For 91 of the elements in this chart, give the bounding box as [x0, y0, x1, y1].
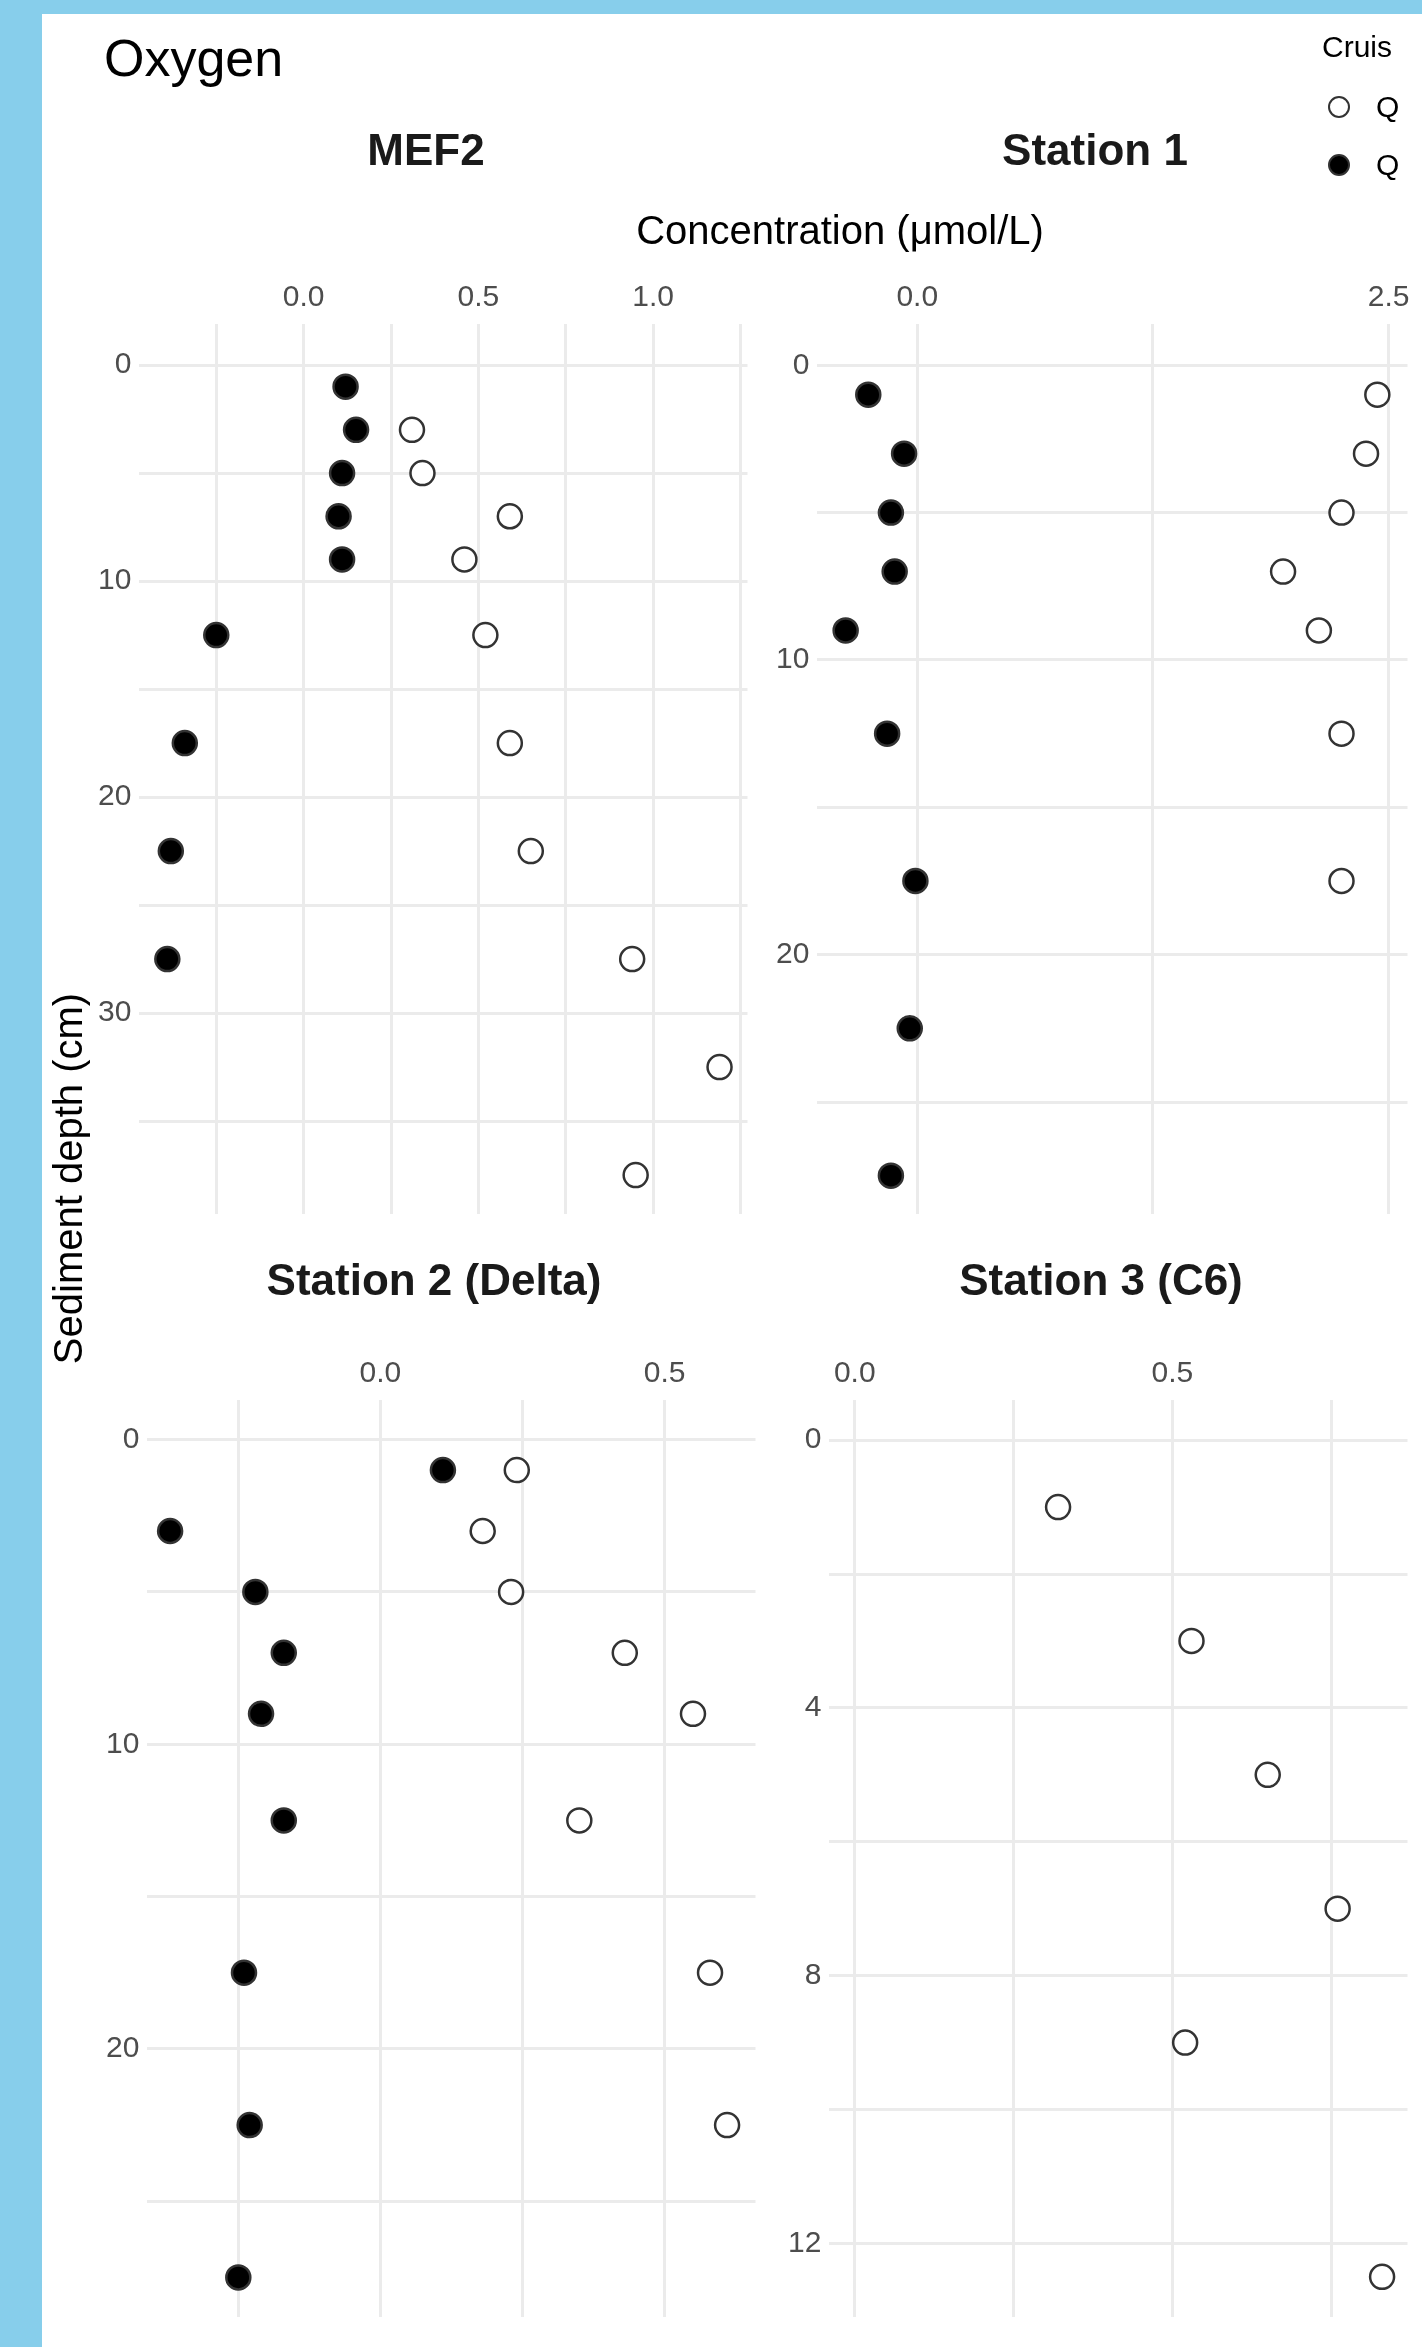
point [247, 1700, 275, 1728]
point [896, 1015, 923, 1042]
point [855, 381, 882, 408]
y-tick-label: 30 [97, 994, 132, 1028]
point [503, 1456, 531, 1484]
chart-title: Oxygen [104, 28, 284, 88]
point [342, 416, 370, 444]
chart-subtitle: Station 2 (Delta) [265, 1255, 603, 1305]
chart-subtitle: Station 1 [1002, 125, 1188, 174]
x-tick-label: 0.0 [359, 1355, 402, 1389]
y-tick-label: 0 [804, 1421, 822, 1455]
point [832, 617, 859, 644]
point [1171, 2029, 1199, 2056]
point [328, 459, 356, 487]
point [611, 1639, 639, 1667]
point [1368, 2263, 1396, 2291]
point [622, 1161, 649, 1189]
point [566, 1807, 593, 1834]
point [881, 558, 908, 585]
point [1178, 1627, 1205, 1655]
y-tick-label: 10 [105, 1725, 140, 1759]
x-tick-label: 0.5 [457, 279, 500, 313]
point [156, 1517, 184, 1545]
chart-subtitle: MEF2 [366, 125, 486, 175]
y-tick-label: 0 [114, 346, 132, 380]
point [328, 546, 356, 573]
point [873, 720, 901, 747]
point [203, 621, 230, 649]
x-tick-label: 0.5 [1151, 1355, 1194, 1389]
point [1269, 558, 1297, 585]
point [877, 499, 905, 526]
point [618, 945, 646, 973]
point [706, 1053, 733, 1081]
point [171, 729, 199, 757]
y-tick-label: 12 [787, 2224, 822, 2258]
point [517, 837, 545, 865]
y-tick-label: 4 [804, 1689, 822, 1723]
legend-label: Q [1376, 90, 1400, 124]
point [890, 440, 918, 467]
y-tick-label: 20 [97, 778, 132, 812]
legend-label: Q [1376, 148, 1400, 182]
y-axis-title: Sediment depth (cm) [45, 991, 91, 1367]
point [1324, 1895, 1351, 1922]
point [270, 1807, 298, 1834]
x-tick-label: 0.0 [896, 279, 939, 313]
y-tick-label: 0 [122, 1420, 140, 1454]
point [398, 416, 426, 444]
point [429, 1456, 457, 1484]
point [1328, 867, 1355, 895]
point [696, 1959, 724, 1986]
y-tick-label: 8 [804, 1956, 822, 1990]
point [472, 621, 499, 649]
point [1364, 381, 1391, 408]
point [242, 1578, 269, 1606]
x-tick-label: 0.5 [643, 1355, 686, 1389]
y-tick-label: 20 [775, 935, 810, 969]
x-tick-label: 2.5 [1367, 279, 1410, 313]
point [497, 1578, 525, 1606]
point [157, 837, 185, 865]
point [1328, 720, 1355, 747]
point [679, 1700, 707, 1728]
point [496, 503, 524, 530]
point [877, 1162, 905, 1189]
x-tick-label: 1.0 [632, 279, 674, 313]
chart-subtitle: Station 3 (C6) [958, 1255, 1244, 1305]
point [469, 1517, 496, 1545]
point [713, 2111, 741, 2139]
y-tick-label: 10 [775, 641, 810, 675]
point [332, 373, 359, 400]
y-tick-label: 20 [105, 2030, 140, 2064]
point [1328, 499, 1355, 526]
point [1305, 617, 1333, 644]
legend-title: Cruis [1322, 30, 1393, 64]
x-tick-label: 0.0 [833, 1355, 876, 1389]
x-axis-title: Concentration (μmol/L) [635, 208, 1045, 253]
point [496, 729, 524, 757]
point [902, 867, 929, 895]
point [236, 2111, 263, 2139]
point [230, 1959, 258, 1986]
point [325, 503, 352, 530]
point [1254, 1761, 1281, 1789]
point [1044, 1493, 1072, 1521]
point [451, 546, 478, 573]
x-tick-label: 0.0 [282, 279, 325, 313]
point [270, 1639, 298, 1667]
point [225, 2264, 252, 2291]
point [1352, 440, 1380, 467]
point [409, 459, 436, 487]
point [154, 945, 181, 973]
y-tick-label: 0 [792, 346, 810, 380]
y-tick-label: 10 [97, 562, 132, 596]
